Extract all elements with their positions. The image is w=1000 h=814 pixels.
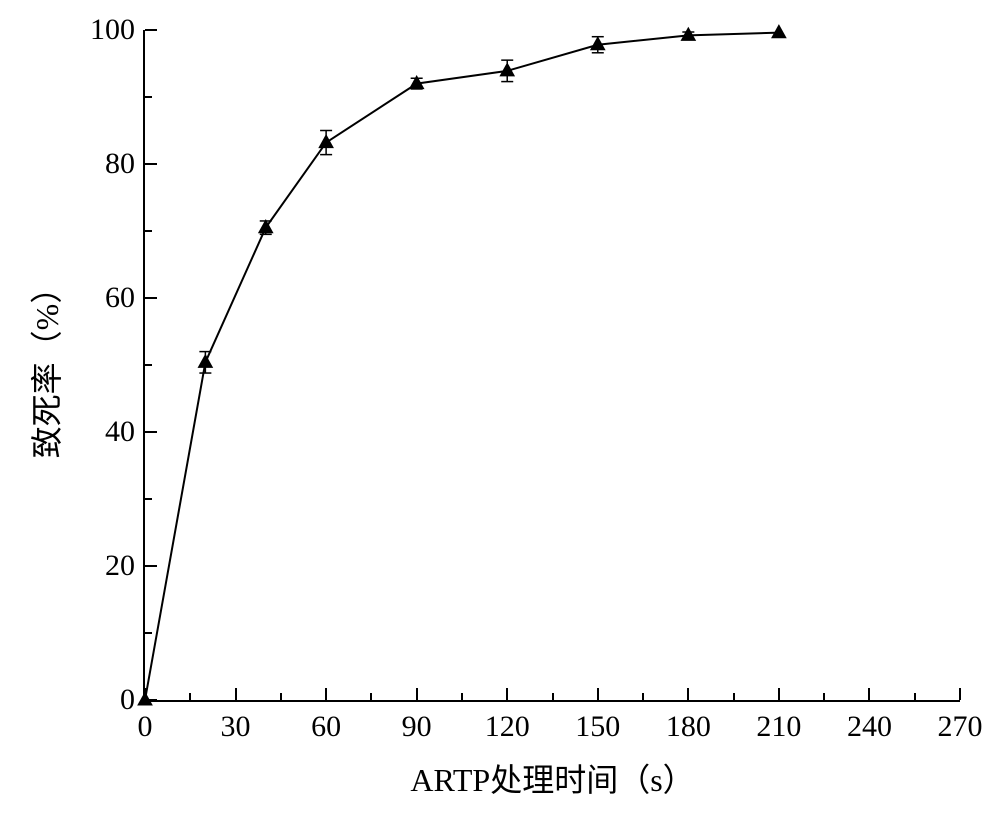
data-marker	[319, 135, 333, 148]
data-marker	[138, 692, 152, 705]
data-marker	[681, 28, 695, 41]
data-marker	[198, 355, 212, 368]
series-line	[145, 33, 779, 700]
artp-lethality-chart: 致死率（%） ARTP处理时间（s） 030609012015018021024…	[0, 0, 1000, 814]
data-series	[0, 0, 1000, 814]
data-marker	[772, 25, 786, 38]
